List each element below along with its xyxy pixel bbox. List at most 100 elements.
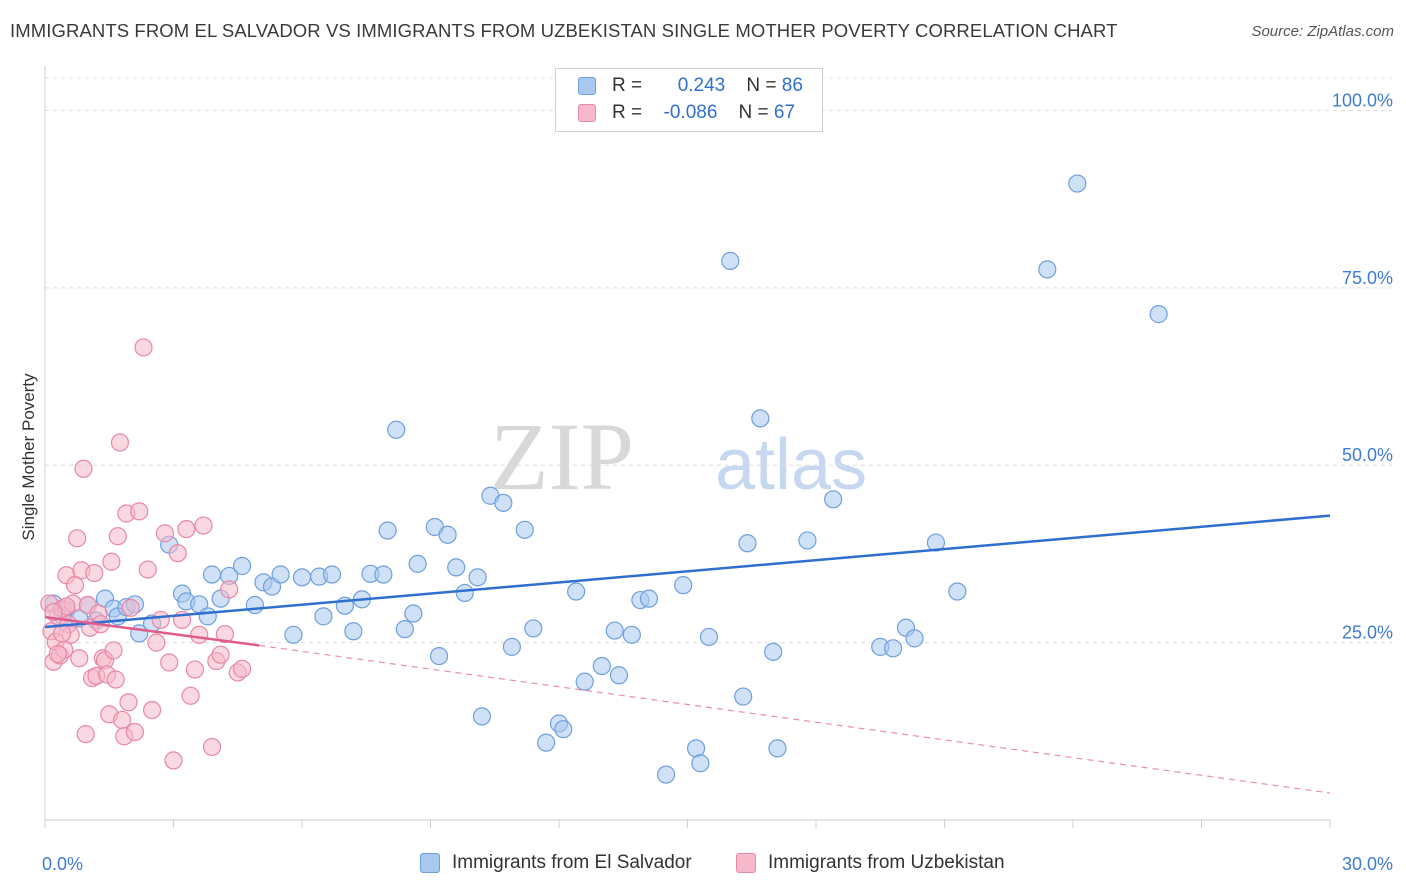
data-point xyxy=(138,560,157,579)
data-point xyxy=(438,525,457,544)
data-point xyxy=(190,625,209,644)
data-point xyxy=(130,502,149,521)
data-point xyxy=(106,670,125,689)
data-point xyxy=(70,649,89,668)
data-point xyxy=(905,629,924,648)
data-point xyxy=(202,565,222,584)
r-value: 0.243 xyxy=(677,75,726,96)
data-point xyxy=(211,645,230,664)
data-point xyxy=(284,625,303,644)
data-point xyxy=(232,659,252,678)
data-point xyxy=(408,554,427,573)
data-point xyxy=(147,633,166,652)
data-point xyxy=(605,621,624,640)
legend-swatch-el-salvador xyxy=(420,853,440,873)
n-label: N = xyxy=(746,75,777,96)
data-point xyxy=(1149,305,1168,324)
y-tick-label: 50.0% xyxy=(1342,445,1393,465)
data-point xyxy=(102,552,121,571)
data-point xyxy=(322,565,342,584)
legend-swatch-uzbekistan xyxy=(578,104,596,122)
n-value: 67 xyxy=(773,102,796,123)
data-point xyxy=(344,622,363,641)
data-point xyxy=(768,739,787,758)
data-point xyxy=(455,583,474,603)
data-point xyxy=(524,619,543,638)
data-point xyxy=(48,644,67,664)
stats-legend-row-uzbekistan: R = -0.086 N = 67 xyxy=(578,100,795,126)
data-point xyxy=(575,672,594,691)
stats-legend-row-el-salvador: R = 0.243 N = 86 xyxy=(578,73,803,99)
data-point xyxy=(134,338,153,357)
y-tick-label: 100.0% xyxy=(1332,90,1393,110)
data-point xyxy=(721,251,740,270)
data-point xyxy=(53,624,72,643)
data-point xyxy=(142,700,162,720)
grid xyxy=(45,77,1392,644)
r-label: R = xyxy=(612,75,643,96)
data-point xyxy=(387,420,406,439)
watermark-zip: ZIP xyxy=(490,403,634,510)
data-point xyxy=(110,433,130,452)
data-point xyxy=(104,641,123,660)
data-point xyxy=(738,534,757,553)
legend-swatch-uzbekistan xyxy=(736,853,756,873)
stats-legend: R = 0.243 N = 86 R = -0.086 N = 67 xyxy=(555,68,823,132)
data-point xyxy=(119,693,138,712)
data-point xyxy=(686,739,706,758)
watermark: ZIP atlas xyxy=(490,403,867,510)
data-point xyxy=(374,565,393,584)
legend-item-uzbekistan[interactable]: Immigrants from Uzbekistan xyxy=(736,852,1005,874)
data-point xyxy=(883,639,903,658)
data-point xyxy=(502,637,521,656)
data-point xyxy=(554,720,573,739)
series-legend: Immigrants from El Salvador Immigrants f… xyxy=(0,852,1406,878)
r-value: -0.086 xyxy=(663,102,718,123)
data-point xyxy=(948,582,967,601)
n-value: 86 xyxy=(781,75,803,96)
series-layer xyxy=(40,174,1168,784)
legend-item-el-salvador[interactable]: Immigrants from El Salvador xyxy=(420,852,692,874)
data-point xyxy=(468,568,487,587)
data-point xyxy=(155,524,175,543)
legend-swatch-el-salvador xyxy=(578,77,596,95)
data-point xyxy=(609,666,629,685)
data-point xyxy=(764,642,783,661)
data-point xyxy=(220,580,239,599)
data-point xyxy=(699,627,719,647)
data-point xyxy=(592,656,611,676)
series-el-salvador xyxy=(44,174,1168,784)
data-point xyxy=(151,610,170,630)
trend-line-uzbekistan xyxy=(44,615,260,647)
data-point xyxy=(395,620,414,639)
series-uzbekistan xyxy=(40,338,252,770)
data-point xyxy=(164,751,183,770)
data-point xyxy=(112,710,132,730)
data-point xyxy=(194,516,213,535)
axes: 25.0% 50.0% 75.0% 100.0% 0.0% 30.0% xyxy=(42,66,1393,874)
data-point xyxy=(198,607,217,626)
data-point xyxy=(622,625,641,644)
data-point xyxy=(74,459,93,478)
data-point xyxy=(639,589,659,608)
data-point xyxy=(1068,174,1087,193)
data-point xyxy=(798,531,817,550)
chart-title: IMMIGRANTS FROM EL SALVADOR VS IMMIGRANT… xyxy=(10,20,1118,41)
data-point xyxy=(1038,260,1057,279)
data-point xyxy=(245,595,264,615)
data-point xyxy=(232,556,252,576)
data-point xyxy=(121,598,140,617)
data-point xyxy=(824,490,843,509)
data-point xyxy=(68,529,87,548)
data-point xyxy=(44,603,63,622)
data-point xyxy=(314,607,333,626)
data-point xyxy=(108,527,127,546)
data-point xyxy=(674,576,693,595)
legend-label-uzbekistan: Immigrants from Uzbekistan xyxy=(768,852,1005,873)
x-tick-label: 0.0% xyxy=(42,854,83,874)
data-point xyxy=(926,533,946,552)
y-tick-label: 25.0% xyxy=(1342,623,1393,643)
x-tick-label: 30.0% xyxy=(1342,854,1393,874)
data-point xyxy=(185,660,205,679)
